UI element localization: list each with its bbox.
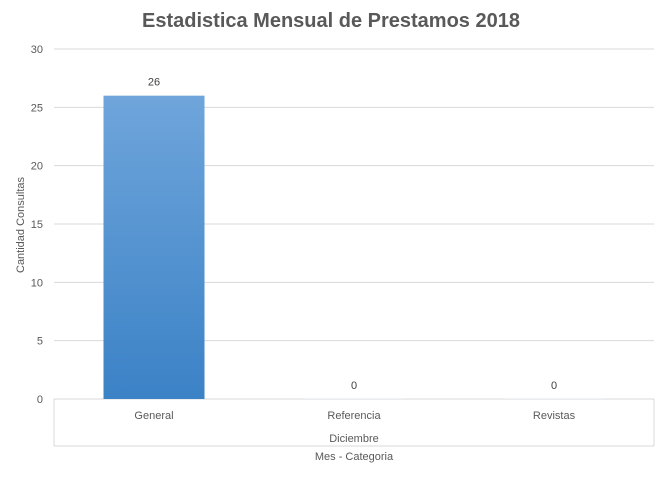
category-label-general: General	[134, 410, 173, 422]
chart-title: Estadistica Mensual de Prestamos 2018	[142, 10, 520, 32]
y-tick-label: 0	[37, 394, 43, 406]
y-axis-ticks: 0 5 10 15 20 25 30	[31, 44, 43, 406]
bar-revistas	[503, 398, 605, 399]
data-labels: 26 0 0	[148, 77, 557, 392]
x-axis-label: Mes - Categoria	[315, 451, 394, 463]
category-label-revistas: Revistas	[533, 410, 576, 422]
y-tick-label: 15	[31, 219, 43, 231]
y-tick-label: 25	[31, 102, 43, 114]
group-label: Diciembre	[329, 433, 379, 445]
y-tick-label: 30	[31, 44, 43, 56]
y-tick-label: 10	[31, 277, 43, 289]
data-label-general: 26	[148, 77, 160, 89]
bar-general	[103, 95, 205, 400]
data-label-referencia: 0	[351, 380, 357, 392]
data-label-revistas: 0	[551, 380, 557, 392]
category-label-referencia: Referencia	[327, 410, 381, 422]
y-tick-label: 20	[31, 161, 43, 173]
y-axis-label: Cantidad Consultas	[15, 177, 27, 274]
bars	[103, 95, 605, 400]
y-tick-label: 5	[37, 336, 43, 348]
bar-referencia	[303, 398, 405, 399]
category-labels: General Referencia Revistas	[134, 410, 575, 422]
